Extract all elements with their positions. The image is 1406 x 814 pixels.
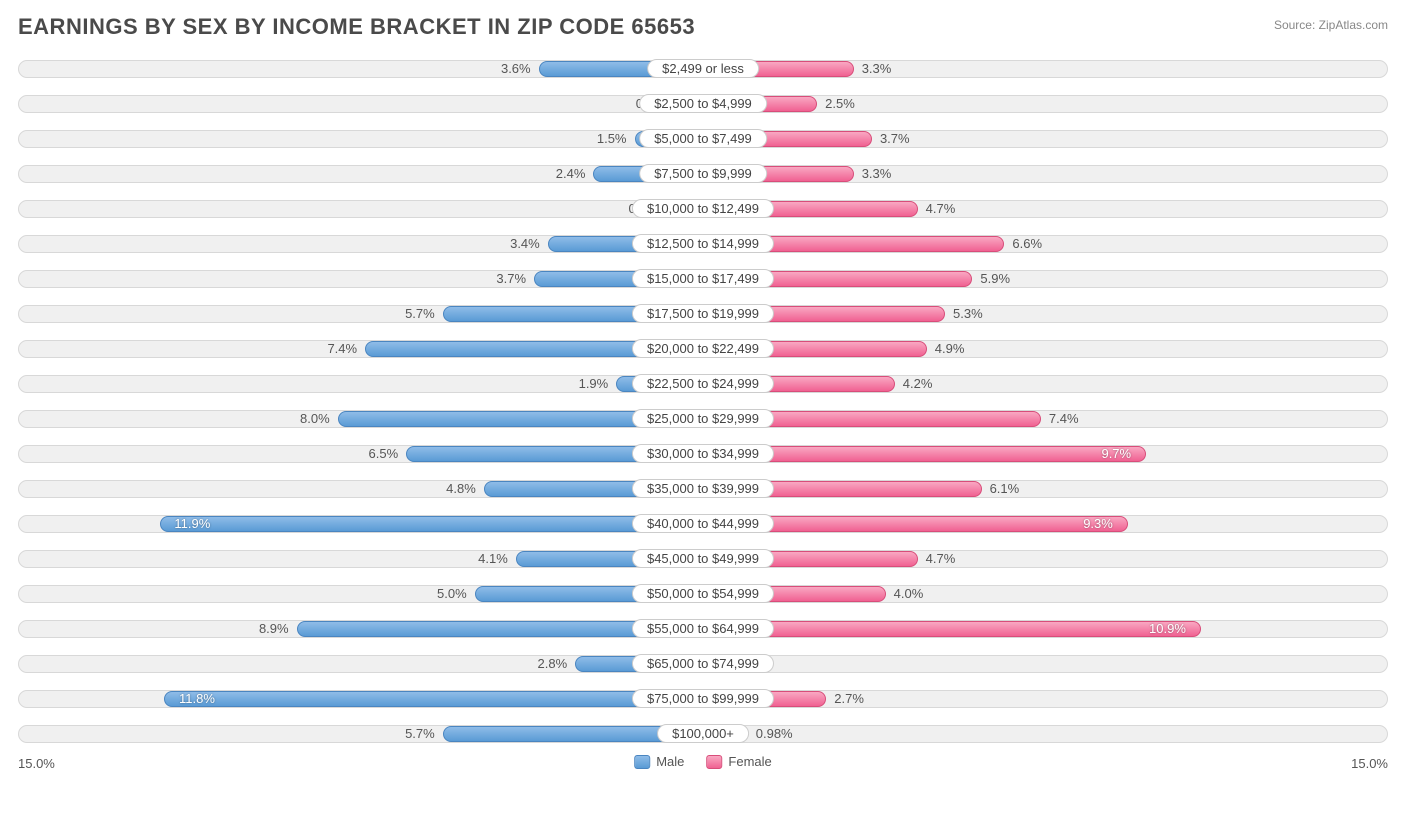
chart-row: 5.7% 0.98% $100,000+ [18,719,1388,749]
female-value-label: 4.9% [935,341,965,357]
category-label: $2,499 or less [647,59,759,78]
category-label: $100,000+ [657,724,749,743]
male-value-label: 2.8% [538,656,568,672]
category-label: $7,500 to $9,999 [639,164,767,183]
axis-left-label: 15.0% [18,756,55,771]
chart-row: 0.65%4.7%$10,000 to $12,499 [18,194,1388,224]
chart-row: 4.1% 4.7% $45,000 to $49,999 [18,544,1388,574]
male-value-label: 3.7% [496,271,526,287]
category-label: $55,000 to $64,999 [632,619,774,638]
male-value-label: 5.0% [437,586,467,602]
legend-label-male: Male [656,754,684,769]
female-value-label: 4.7% [926,551,956,567]
male-value-label: 2.4% [556,166,586,182]
male-value-label: 1.9% [579,376,609,392]
chart-row: 8.9% 10.9% $55,000 to $64,999 [18,614,1388,644]
female-value-label: 3.3% [862,166,892,182]
category-label: $5,000 to $7,499 [639,129,767,148]
female-value-label: 9.3% [1083,516,1121,532]
axis-right-label: 15.0% [1351,756,1388,771]
category-label: $30,000 to $34,999 [632,444,774,463]
male-value-label: 4.8% [446,481,476,497]
chart-row: 2.4% 3.3% $7,500 to $9,999 [18,159,1388,189]
chart-row: 2.8%0.0%$65,000 to $74,999 [18,649,1388,679]
female-value-label: 2.5% [825,96,855,112]
chart-row: 3.4% 6.6% $12,500 to $14,999 [18,229,1388,259]
female-value-label: 5.9% [980,271,1010,287]
female-value-label: 6.1% [990,481,1020,497]
category-label: $22,500 to $24,999 [632,374,774,393]
chart-row: 11.9% 9.3% $40,000 to $44,999 [18,509,1388,539]
chart-row: 5.7% 5.3% $17,500 to $19,999 [18,299,1388,329]
chart-row: 4.8% 6.1% $35,000 to $39,999 [18,474,1388,504]
male-value-label: 4.1% [478,551,508,567]
female-value-label: 5.3% [953,306,983,322]
chart-row: 1.5% 3.7% $5,000 to $7,499 [18,124,1388,154]
chart-title: EARNINGS BY SEX BY INCOME BRACKET IN ZIP… [18,14,695,40]
legend-swatch-female [706,755,722,769]
female-value-label: 4.0% [894,586,924,602]
male-value-label: 6.5% [369,446,399,462]
chart-row: 6.5% 9.7% $30,000 to $34,999 [18,439,1388,469]
category-label: $75,000 to $99,999 [632,689,774,708]
male-bar [164,691,703,707]
legend: Male Female [634,754,772,769]
category-label: $40,000 to $44,999 [632,514,774,533]
female-value-label: 0.98% [756,726,793,742]
male-value-label: 1.5% [597,131,627,147]
category-label: $20,000 to $22,499 [632,339,774,358]
chart-area: 3.6%3.3%$2,499 or less0.49%2.5%$2,500 to… [18,54,1388,764]
category-label: $17,500 to $19,999 [632,304,774,323]
chart-row: 1.9% 4.2% $22,500 to $24,999 [18,369,1388,399]
legend-swatch-male [634,755,650,769]
chart-row: 3.7% 5.9% $15,000 to $17,499 [18,264,1388,294]
female-value-label: 10.9% [1149,621,1194,637]
axis-row: 15.0% 15.0% Male Female [18,754,1388,780]
legend-item-female: Female [706,754,771,769]
male-value-label: 11.9% [166,516,210,532]
female-value-label: 6.6% [1012,236,1042,252]
female-value-label: 2.7% [834,691,864,707]
male-value-label: 7.4% [327,341,357,357]
chart-row: 8.0% 7.4% $25,000 to $29,999 [18,404,1388,434]
legend-label-female: Female [728,754,771,769]
chart-row: 5.0% 4.0% $50,000 to $54,999 [18,579,1388,609]
source-credit: Source: ZipAtlas.com [1274,18,1388,32]
female-value-label: 4.7% [926,201,956,217]
male-bar [160,516,703,532]
category-label: $45,000 to $49,999 [632,549,774,568]
female-value-label: 9.7% [1101,446,1139,462]
category-label: $35,000 to $39,999 [632,479,774,498]
male-value-label: 3.6% [501,61,531,77]
legend-item-male: Male [634,754,684,769]
female-value-label: 4.2% [903,376,933,392]
female-value-label: 7.4% [1049,411,1079,427]
chart-row: 7.4% 4.9% $20,000 to $22,499 [18,334,1388,364]
male-value-label: 3.4% [510,236,540,252]
category-label: $50,000 to $54,999 [632,584,774,603]
male-value-label: 11.8% [171,691,215,707]
male-value-label: 8.9% [259,621,289,637]
chart-row: 11.8% 2.7% $75,000 to $99,999 [18,684,1388,714]
male-value-label: 8.0% [300,411,330,427]
male-value-label: 5.7% [405,726,435,742]
category-label: $65,000 to $74,999 [632,654,774,673]
category-label: $10,000 to $12,499 [632,199,774,218]
female-value-label: 3.3% [862,61,892,77]
category-label: $2,500 to $4,999 [639,94,767,113]
female-bar [703,621,1201,637]
category-label: $25,000 to $29,999 [632,409,774,428]
category-label: $15,000 to $17,499 [632,269,774,288]
chart-row: 0.49%2.5%$2,500 to $4,999 [18,89,1388,119]
male-value-label: 5.7% [405,306,435,322]
chart-row: 3.6% 3.3% $2,499 or less [18,54,1388,84]
category-label: $12,500 to $14,999 [632,234,774,253]
female-value-label: 3.7% [880,131,910,147]
